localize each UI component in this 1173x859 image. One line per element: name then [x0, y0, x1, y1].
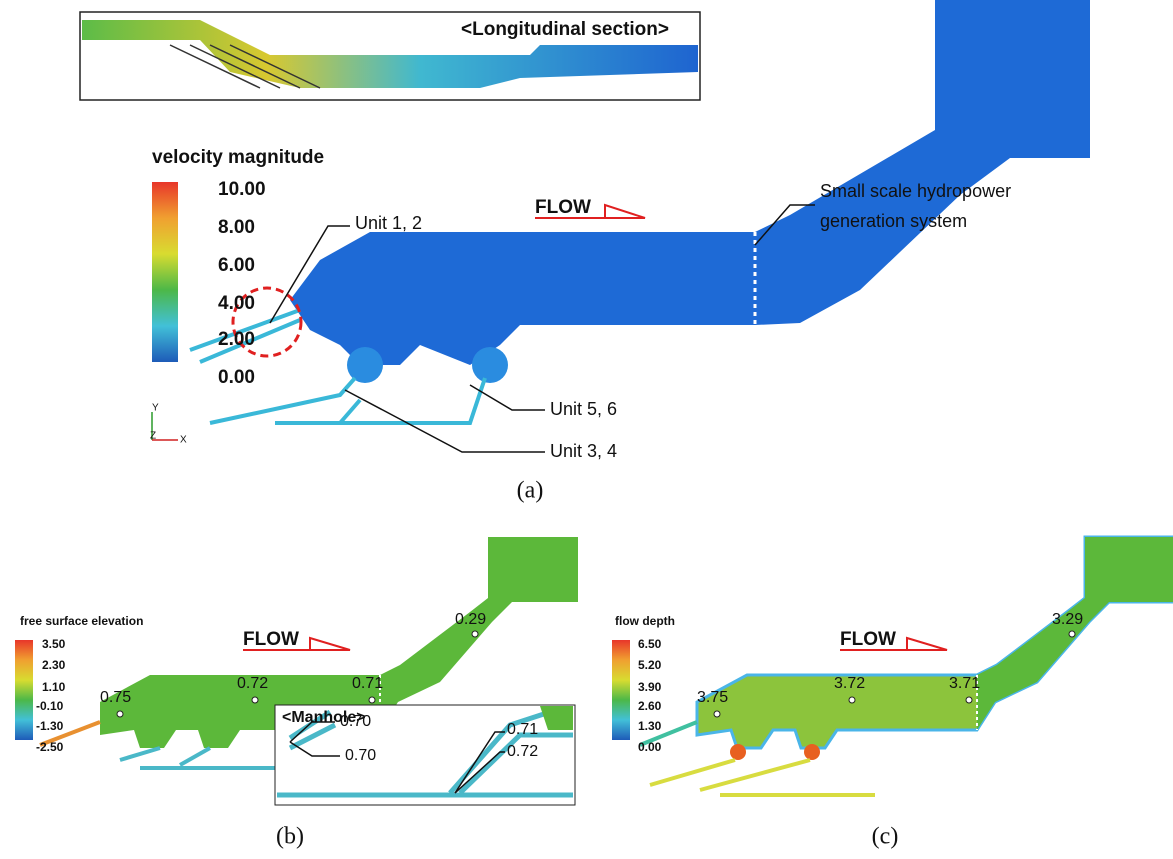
bulb — [804, 744, 820, 760]
bulb — [347, 347, 383, 383]
point-label: 0.70 — [340, 713, 371, 730]
bulb — [472, 347, 508, 383]
caption: (b) — [276, 824, 304, 850]
legend-tick: -2.50 — [36, 740, 64, 754]
legend-title: velocity magnitude — [152, 147, 324, 168]
flow-label: FLOW — [840, 629, 896, 650]
colorbar — [612, 640, 630, 740]
inset-title: <Longitudinal section> — [461, 19, 669, 40]
caption: (a) — [517, 478, 544, 504]
legend-tick: 6.50 — [638, 637, 662, 651]
point-label: 0.75 — [100, 689, 131, 706]
legend-tick: -0.10 — [36, 699, 64, 713]
point-label: 0.71 — [352, 675, 383, 692]
point-label: 3.72 — [834, 675, 865, 692]
legend-tick: 1.30 — [638, 719, 662, 733]
colorbar — [15, 640, 33, 740]
panel-b: free surface elevation 3.50 2.30 1.10 -0… — [15, 537, 578, 850]
flow-label: FLOW — [243, 629, 299, 650]
point-label: 0.72 — [237, 675, 268, 692]
panel-c: flow depth 6.50 5.20 3.90 2.60 1.30 0.00… — [612, 537, 1173, 850]
callout: Unit 5, 6 — [550, 399, 617, 419]
legend-tick: 2.60 — [638, 699, 662, 713]
legend-tick: 0.00 — [218, 367, 255, 388]
legend-tick: 2.00 — [218, 329, 255, 350]
bulb — [730, 744, 746, 760]
colorbar — [152, 182, 178, 362]
legend-tick: 3.50 — [42, 637, 66, 651]
callout: generation system — [820, 211, 967, 231]
point-label: 3.75 — [697, 689, 728, 706]
legend-tick: 6.00 — [218, 255, 255, 276]
caption: (c) — [872, 824, 899, 850]
legend-tick: 1.10 — [42, 680, 66, 694]
axis-label: Z — [150, 431, 156, 442]
point-label: 0.29 — [455, 611, 486, 628]
callout: Unit 3, 4 — [550, 441, 617, 461]
point-label: 3.29 — [1052, 611, 1083, 628]
legend-tick: 2.30 — [42, 658, 66, 672]
figure: <Longitudinal section> velocity magnitud… — [0, 0, 1173, 859]
panel-a: <Longitudinal section> velocity magnitud… — [80, 0, 1090, 504]
callout: Small scale hydropower — [820, 181, 1011, 201]
legend-tick: 5.20 — [638, 658, 662, 672]
point-label: 0.70 — [345, 747, 376, 764]
axis-label: X — [180, 435, 187, 446]
point-label: 3.71 — [949, 675, 980, 692]
legend-tick: 3.90 — [638, 680, 662, 694]
legend-tick: -1.30 — [36, 719, 64, 733]
callout: Unit 1, 2 — [355, 213, 422, 233]
point-label: 0.71 — [507, 721, 538, 738]
legend-title: free surface elevation — [20, 614, 143, 628]
legend-title: flow depth — [615, 614, 675, 628]
legend-tick: 8.00 — [218, 217, 255, 238]
legend-tick: 10.00 — [218, 179, 266, 200]
flow-label: FLOW — [535, 197, 591, 218]
legend-tick: 0.00 — [638, 740, 662, 754]
axis-label: Y — [152, 403, 159, 414]
legend-tick: 4.00 — [218, 293, 255, 314]
point-label: 0.72 — [507, 743, 538, 760]
